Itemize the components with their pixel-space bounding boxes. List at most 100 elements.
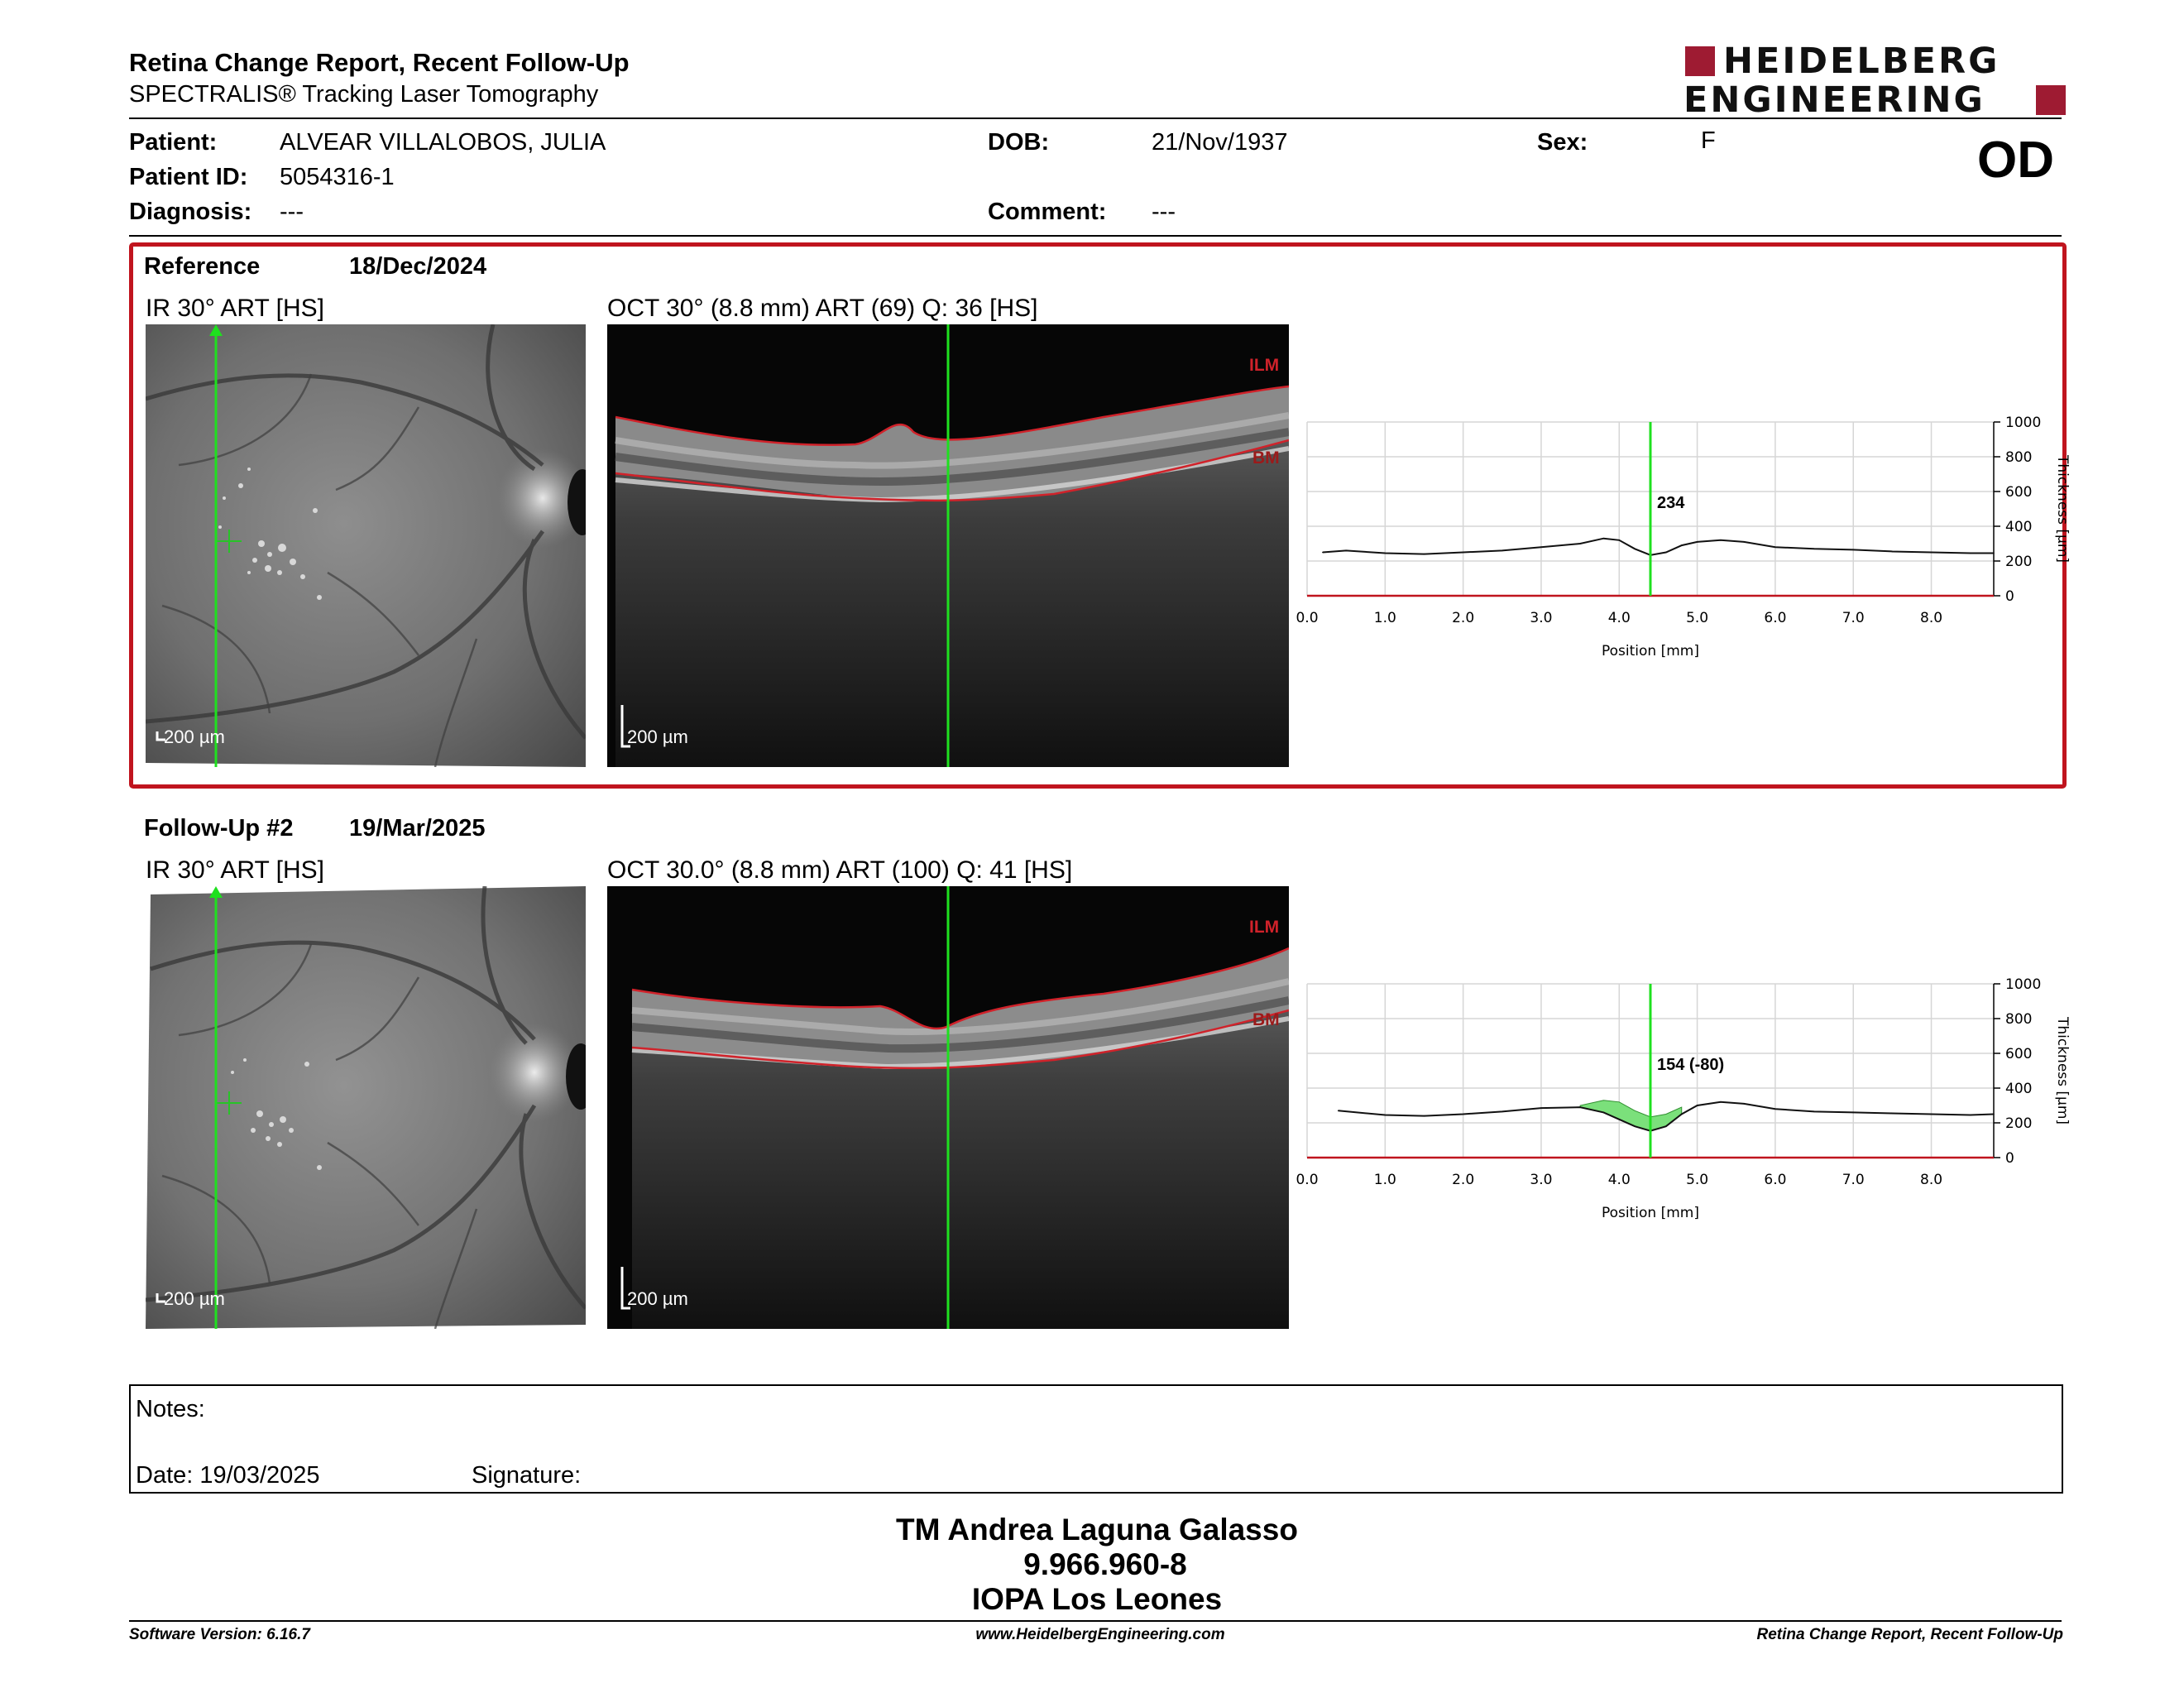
x-tick-label: 6.0 <box>1764 610 1786 626</box>
thickness-point <box>1618 539 1621 541</box>
thickness-point <box>1618 1119 1621 1120</box>
thickness-point <box>1634 1125 1636 1127</box>
thickness-point <box>1696 541 1698 543</box>
patient-id-label: Patient ID: <box>129 164 248 190</box>
reference-oct-scale: 200 µm <box>627 727 688 747</box>
signature-label: Signature: <box>472 1462 582 1489</box>
reference-ir-image: 200 µm <box>146 324 586 767</box>
y-tick-label: 0 <box>2005 588 2014 605</box>
thickness-point <box>1930 551 1933 554</box>
thickness-point <box>1813 1110 1815 1113</box>
reference-oct-image: ILM BM 200 µm <box>607 324 1289 767</box>
sex-value: F <box>1701 127 1716 154</box>
x-tick-label: 3.0 <box>1530 610 1552 626</box>
thickness-point <box>1384 552 1387 554</box>
thickness-point <box>1602 1111 1605 1114</box>
thickness-point <box>1501 549 1503 552</box>
thickness-point <box>1680 544 1683 546</box>
thickness-point <box>1720 539 1722 541</box>
heidelberg-logo: HEIDELBERG ENGINEERING <box>1684 43 2068 119</box>
x-tick-label: 7.0 <box>1842 1172 1865 1188</box>
followup-ilm-label: ILM <box>1249 918 1280 937</box>
patient-name: ALVEAR VILLALOBOS, JULIA <box>280 129 606 156</box>
x-tick-label: 1.0 <box>1374 1172 1396 1188</box>
x-tick-label: 8.0 <box>1920 1172 1942 1188</box>
footer-report-name: Retina Change Report, Recent Follow-Up <box>1756 1626 2063 1643</box>
followup-oct-image: ILM BM 200 µm <box>607 886 1289 1329</box>
signer-id: 9.966.960-8 <box>1023 1547 1187 1581</box>
dob-label: DOB: <box>988 129 1050 156</box>
followup-bm-label: BM <box>1252 1010 1280 1029</box>
thickness-point <box>1969 1114 1971 1116</box>
report-subtitle: SPECTRALIS® Tracking Laser Tomography <box>129 81 599 108</box>
thickness-point <box>1993 552 1995 554</box>
thickness-point <box>1696 1105 1698 1106</box>
patient-id: 5054316-1 <box>280 164 395 190</box>
thickness-point <box>1720 1101 1722 1103</box>
footer-divider <box>129 1620 2062 1622</box>
y-tick-label: 800 <box>2005 449 2032 466</box>
x-tick-label: 2.0 <box>1452 1172 1474 1188</box>
patient-label: Patient: <box>129 129 218 156</box>
thickness-point <box>1501 1110 1503 1113</box>
followup-oct-scale: 200 µm <box>627 1288 688 1309</box>
thickness-point <box>1852 1111 1855 1114</box>
notes-label: Notes: <box>136 1396 205 1422</box>
followup-ir-image: 200 µm <box>146 886 586 1329</box>
thickness-point <box>1969 552 1971 554</box>
x-tick-label: 5.0 <box>1686 610 1708 626</box>
logo-square-top <box>1685 46 1715 76</box>
y-tick-label: 0 <box>2005 1150 2014 1167</box>
report-title: Retina Change Report, Recent Follow-Up <box>129 48 630 77</box>
thickness-point <box>1423 553 1425 555</box>
x-tick-label: 5.0 <box>1686 1172 1708 1188</box>
thickness-point <box>1579 543 1581 544</box>
thickness-point <box>1743 1103 1745 1105</box>
logo-line1: HEIDELBERG <box>1723 41 2000 82</box>
comment-value: --- <box>1152 199 1176 225</box>
thickness-point <box>1345 549 1347 552</box>
reference-date: 18/Dec/2024 <box>349 253 487 280</box>
y-tick-label: 600 <box>2005 1046 2032 1062</box>
thickness-point <box>1852 549 1855 551</box>
thickness-point <box>1813 548 1815 550</box>
reference-frame <box>129 242 2067 789</box>
thickness-point <box>1462 1113 1464 1115</box>
x-tick-label: 3.0 <box>1530 1172 1552 1188</box>
thickness-point <box>1384 1114 1387 1116</box>
thickness-point <box>1993 1113 1995 1115</box>
y-tick-label: 800 <box>2005 1011 2032 1028</box>
website-link[interactable]: www.HeidelbergEngineering.com <box>975 1626 1225 1643</box>
reference-ir-label: IR 30° ART [HS] <box>146 295 324 322</box>
x-tick-label: 7.0 <box>1842 610 1865 626</box>
y-tick-label: 200 <box>2005 1115 2032 1132</box>
x-tick-label: 0.0 <box>1296 610 1318 626</box>
y-axis-title: Thickness [µm] <box>2054 1016 2071 1125</box>
thickness-point <box>1423 1115 1425 1117</box>
y-tick-label: 1000 <box>2005 415 2041 431</box>
thickness-point <box>1322 551 1324 554</box>
x-tick-label: 6.0 <box>1764 1172 1786 1188</box>
y-tick-label: 400 <box>2005 1081 2032 1097</box>
x-tick-label: 4.0 <box>1608 610 1631 626</box>
reference-label: Reference <box>144 253 261 280</box>
comment-label: Comment: <box>988 199 1107 225</box>
reference-thickness-chart: 0.0 1.0 2.0 3.0 4.0 5.0 6.0 7.0 8.0 0 200 400 600 800… <box>1296 415 2071 659</box>
x-tick-label: 8.0 <box>1920 610 1942 626</box>
thickness-point <box>1774 546 1776 548</box>
reference-oct-label: OCT 30° (8.8 mm) ART (69) Q: 36 [HS] <box>607 295 1038 322</box>
followup-date: 19/Mar/2025 <box>349 815 486 842</box>
eye-indicator: OD <box>1977 132 2054 189</box>
followup-thickness-chart: 0.0 1.0 2.0 3.0 4.0 5.0 6.0 7.0 8.0 0 200 400 600 800… <box>1296 976 2071 1221</box>
x-tick-label: 4.0 <box>1608 1172 1631 1188</box>
y-tick-label: 200 <box>2005 554 2032 570</box>
thickness-point <box>1774 1108 1776 1110</box>
x-axis-title: Position [mm] <box>1602 643 1699 659</box>
sex-label: Sex: <box>1537 129 1588 156</box>
dob-value: 21/Nov/1937 <box>1152 129 1288 156</box>
thickness-point <box>1540 546 1542 548</box>
thickness-point <box>1665 1125 1667 1127</box>
thickness-point <box>1930 1113 1933 1115</box>
thickness-point <box>1579 1106 1581 1108</box>
x-tick-label: 2.0 <box>1452 610 1474 626</box>
